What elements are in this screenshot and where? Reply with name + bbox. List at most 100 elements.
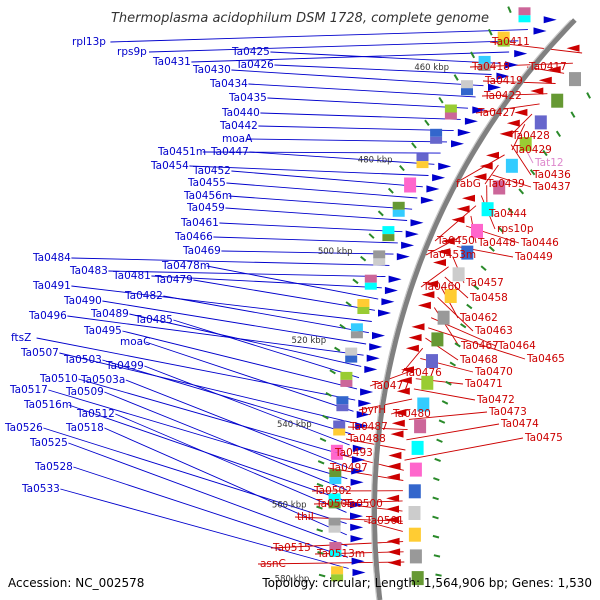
feature-block bbox=[481, 202, 494, 217]
forward-leader-line bbox=[173, 319, 360, 379]
forward-leader-line bbox=[59, 352, 353, 424]
feature-block bbox=[408, 484, 421, 499]
reverse-gene-arrow bbox=[398, 376, 412, 384]
scale-tick bbox=[438, 96, 444, 104]
forward-gene-arrow bbox=[496, 72, 510, 80]
reverse-gene-label-ta0505: Ta0505 bbox=[315, 498, 354, 510]
feature-block bbox=[328, 493, 341, 502]
feature-block bbox=[421, 375, 434, 390]
reverse-gene-label-thii: thiI bbox=[297, 511, 314, 523]
scale-tick bbox=[473, 284, 480, 291]
forward-gene-label-ta0484: Ta0484 bbox=[32, 252, 71, 264]
forward-gene-label-ta0430: Ta0430 bbox=[192, 64, 231, 76]
feature-block bbox=[478, 55, 491, 64]
reverse-gene-arrow bbox=[462, 194, 475, 202]
feature-block bbox=[519, 137, 532, 152]
forward-leader-line bbox=[129, 313, 362, 367]
feature-block bbox=[357, 299, 370, 307]
forward-gene-arrow bbox=[352, 568, 366, 577]
reverse-gene-label-ta0458: Ta0458 bbox=[469, 292, 508, 304]
reverse-gene-label-ta0468: Ta0468 bbox=[459, 354, 498, 366]
reverse-gene-label-ta0449: Ta0449 bbox=[514, 251, 553, 263]
forward-leader-line bbox=[110, 29, 528, 43]
reverse-gene-arrow bbox=[538, 76, 552, 84]
forward-gene-arrow bbox=[350, 523, 364, 531]
forward-leader-line bbox=[258, 125, 454, 132]
forward-leader-line bbox=[104, 391, 347, 491]
forward-gene-label-ta0459: Ta0459 bbox=[186, 202, 225, 214]
forward-gene-label-ta0466: Ta0466 bbox=[174, 231, 213, 243]
scale-tick bbox=[411, 142, 417, 149]
feature-block bbox=[478, 63, 491, 71]
feature-block bbox=[505, 158, 518, 173]
reverse-gene-label-ta0463: Ta0463 bbox=[474, 325, 513, 337]
reverse-leader-line bbox=[453, 154, 505, 185]
scale-tick bbox=[317, 551, 324, 555]
reverse-gene-label-ta0476: Ta0476 bbox=[403, 367, 442, 379]
feature-block bbox=[350, 323, 363, 332]
reverse-gene-label-ta0444: Ta0444 bbox=[488, 208, 527, 220]
scale-tick bbox=[399, 165, 405, 172]
reverse-leader-line bbox=[444, 276, 469, 299]
forward-gene-label-ta0518: Ta0518 bbox=[65, 422, 104, 434]
accession-text: Accession: NC_002578 bbox=[8, 576, 144, 590]
forward-gene-arrow bbox=[457, 129, 471, 137]
forward-gene-label-ta0507: Ta0507 bbox=[20, 347, 59, 359]
forward-leader-line bbox=[267, 97, 469, 109]
feature-block bbox=[493, 180, 506, 195]
forward-leader-line bbox=[221, 250, 394, 255]
reverse-leader-line bbox=[413, 388, 476, 401]
forward-gene-arrow bbox=[426, 185, 440, 193]
reverse-gene-arrow bbox=[479, 162, 493, 170]
reverse-gene-label-ta0477: Ta0477 bbox=[371, 380, 410, 392]
forward-gene-arrow bbox=[451, 140, 464, 148]
scale-tick bbox=[329, 369, 336, 375]
forward-gene-arrow bbox=[543, 16, 557, 24]
forward-leader-line bbox=[228, 195, 413, 210]
scale-ticks: 460 kbp 480 kbp 500 kbp 520 kbp 540 kbp 560 k… bbox=[272, 6, 591, 584]
scale-tick bbox=[345, 301, 352, 307]
forward-gene-arrow bbox=[355, 422, 369, 430]
reverse-gene-arrow bbox=[387, 462, 401, 470]
reverse-gene-arrow bbox=[386, 473, 400, 481]
forward-leader-line bbox=[78, 378, 349, 457]
reverse-gene-arrow bbox=[425, 280, 439, 288]
feature-block bbox=[461, 245, 474, 260]
reverse-gene-arrow bbox=[386, 537, 400, 545]
scale-tick bbox=[334, 346, 341, 352]
forward-gene-label-ftsz: ftsZ bbox=[11, 332, 31, 344]
forward-leader-line bbox=[226, 182, 418, 199]
forward-gene-label-ta0479: Ta0479 bbox=[154, 274, 193, 286]
feature-block bbox=[518, 7, 531, 16]
reverse-gene-arrow bbox=[547, 66, 561, 74]
forward-leader-line bbox=[36, 337, 356, 401]
forward-leader-line bbox=[71, 285, 372, 322]
forward-gene-label-moac: moaC bbox=[120, 336, 150, 348]
forward-gene-arrow bbox=[401, 241, 415, 249]
feature-block bbox=[336, 396, 349, 405]
feature-block bbox=[416, 153, 429, 162]
feature-block bbox=[328, 501, 341, 509]
forward-gene-label-ta0426: Ta0426 bbox=[235, 59, 274, 71]
forward-gene-label-ta0517: Ta0517 bbox=[9, 384, 48, 396]
reverse-gene-label-tat12: Tat12 bbox=[534, 157, 564, 169]
forward-gene-label-ta0491: Ta0491 bbox=[32, 280, 71, 292]
forward-leader-line bbox=[225, 207, 408, 221]
forward-gene-label-ta0483: Ta0483 bbox=[69, 265, 108, 277]
reverse-gene-label-ta0450: Ta0450 bbox=[436, 235, 475, 247]
scale-tick bbox=[518, 188, 525, 195]
reverse-gene-arrow bbox=[390, 430, 404, 438]
reverse-leader-line bbox=[425, 235, 462, 256]
scale-label: 580 kbp bbox=[275, 574, 310, 584]
scale-tick bbox=[368, 233, 375, 239]
feature-block bbox=[331, 566, 344, 575]
scale-tick bbox=[466, 303, 473, 310]
forward-leader-line bbox=[163, 295, 369, 334]
forward-gene-label-ta0425: Ta0425 bbox=[231, 46, 270, 58]
map-title: Thermoplasma acidophilum DSM 1728, compl… bbox=[111, 11, 489, 26]
reverse-gene-arrow bbox=[408, 334, 422, 342]
reverse-gene-label-ta0480: Ta0480 bbox=[392, 408, 431, 420]
reverse-leader-line bbox=[428, 327, 526, 360]
forward-gene-label-ta0435: Ta0435 bbox=[228, 92, 267, 104]
